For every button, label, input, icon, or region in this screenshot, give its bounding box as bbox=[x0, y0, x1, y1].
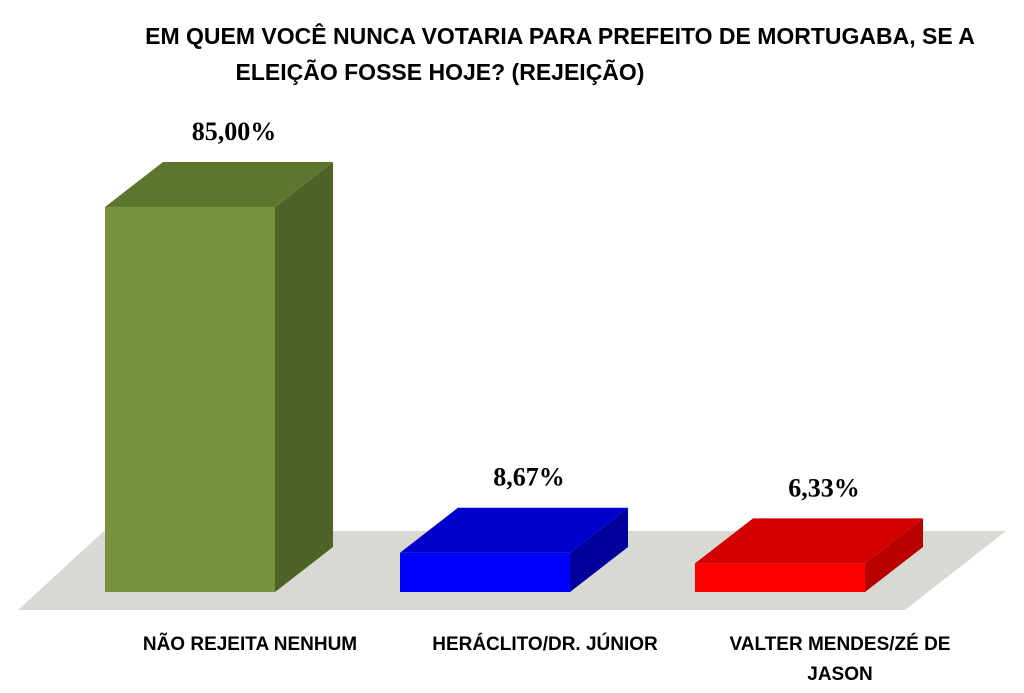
bar-side-2 bbox=[570, 507, 628, 592]
category-label-3-line-1: VALTER MENDES/ZÉ DE bbox=[730, 633, 951, 655]
labels-group: 85,00% NÃO REJEITA NENHUM 8,67% HERÁCLITO/D… bbox=[143, 117, 951, 685]
bar-top-2 bbox=[400, 507, 628, 553]
bars-group bbox=[105, 161, 923, 592]
bar-front-1 bbox=[105, 206, 275, 592]
bar-side-1 bbox=[275, 161, 333, 592]
bar-front-2 bbox=[400, 552, 570, 592]
bar-side-3 bbox=[865, 518, 923, 592]
chart-title: EM QUEM VOCÊ NUNCA VOTARIA PARA PREFEITO… bbox=[145, 22, 975, 85]
data-label-2: 8,67% bbox=[493, 463, 565, 492]
bar-front-3 bbox=[695, 563, 865, 592]
category-label-1: NÃO REJEITA NENHUM bbox=[143, 633, 357, 655]
category-label-3-line-2: JASON bbox=[807, 664, 872, 685]
bar-top-3 bbox=[695, 518, 923, 564]
chart-title-line-2: ELEIÇÃO FOSSE HOJE? (REJEIÇÃO) bbox=[236, 58, 645, 85]
bar-top-1 bbox=[105, 161, 333, 207]
data-label-3: 6,33% bbox=[788, 473, 860, 502]
category-label-2: HERÁCLITO/DR. JÚNIOR bbox=[432, 633, 658, 655]
data-label-1: 85,00% bbox=[192, 117, 277, 146]
chart-title-line-1: EM QUEM VOCÊ NUNCA VOTARIA PARA PREFEITO… bbox=[145, 22, 975, 49]
